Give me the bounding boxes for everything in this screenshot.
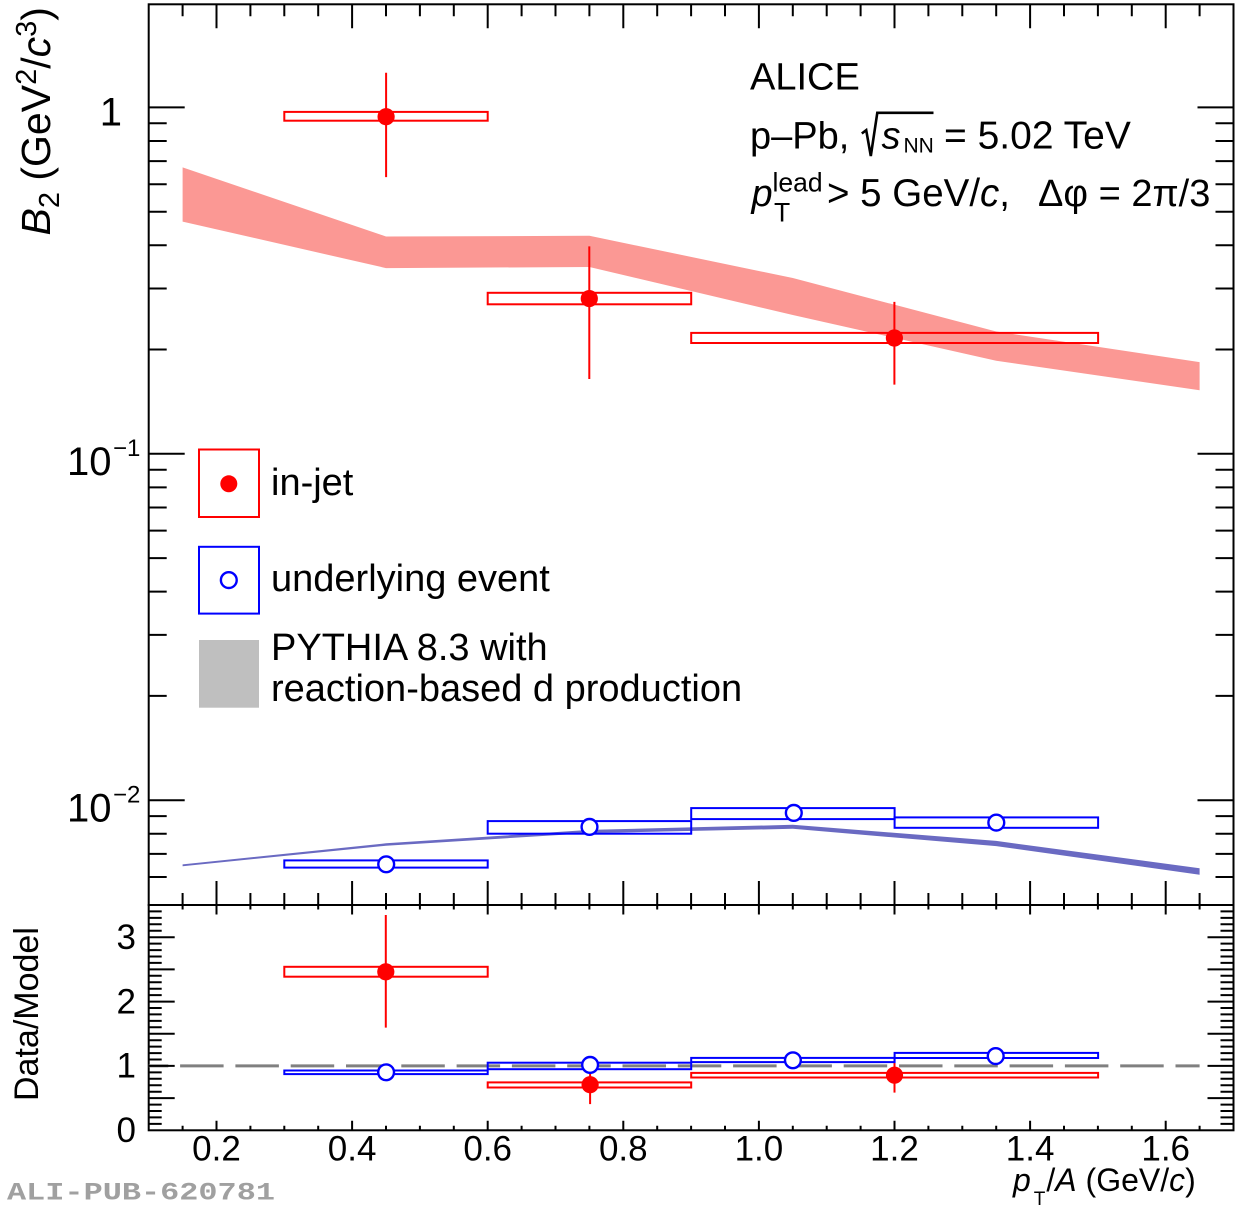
svg-text:ALI-PUB-620781: ALI-PUB-620781: [7, 1179, 275, 1207]
svg-text:3: 3: [117, 918, 136, 957]
svg-text:in-jet: in-jet: [271, 462, 354, 504]
svg-text:= 5.02 TeV: = 5.02 TeV: [944, 114, 1131, 157]
svg-text:PYTHIA 8.3 with: PYTHIA 8.3 with: [271, 627, 548, 669]
svg-text:10: 10: [67, 786, 112, 830]
svg-text:0.2: 0.2: [192, 1130, 241, 1169]
svg-text:0.4: 0.4: [328, 1130, 377, 1169]
svg-text:−2: −2: [113, 781, 140, 808]
svg-text:B2 (GeV2/c3): B2 (GeV2/c3): [11, 7, 66, 235]
svg-text:0.6: 0.6: [463, 1130, 512, 1169]
svg-text:−1: −1: [113, 435, 140, 462]
svg-text:underlying event: underlying event: [271, 558, 550, 600]
svg-text:pT/A (GeV/c): pT/A (GeV/c): [1012, 1162, 1196, 1207]
svg-text:lead: lead: [773, 168, 823, 198]
svg-text:reaction-based d production: reaction-based d production: [271, 668, 742, 710]
svg-text:1: 1: [117, 1047, 136, 1086]
svg-text:p–Pb,: p–Pb,: [750, 115, 849, 157]
svg-text:Δφ = 2π/3: Δφ = 2π/3: [1038, 173, 1210, 215]
svg-text:1.6: 1.6: [1141, 1130, 1190, 1169]
svg-text:s: s: [882, 115, 901, 157]
svg-text:10: 10: [67, 440, 112, 484]
svg-text:2: 2: [117, 982, 136, 1021]
svg-text:0.8: 0.8: [599, 1130, 648, 1169]
svg-text:Data/Model: Data/Model: [8, 927, 46, 1101]
svg-text:T: T: [774, 198, 790, 228]
svg-text:1.0: 1.0: [735, 1130, 784, 1169]
svg-text:p: p: [751, 173, 773, 215]
svg-text:1.2: 1.2: [870, 1130, 919, 1169]
svg-text:1: 1: [100, 91, 122, 135]
svg-text:> 5 GeV/c,: > 5 GeV/c,: [827, 172, 1010, 215]
svg-text:1.4: 1.4: [1006, 1130, 1055, 1169]
svg-text:ALICE: ALICE: [750, 57, 860, 99]
svg-text:0: 0: [117, 1111, 136, 1150]
svg-text:NN: NN: [904, 135, 934, 158]
